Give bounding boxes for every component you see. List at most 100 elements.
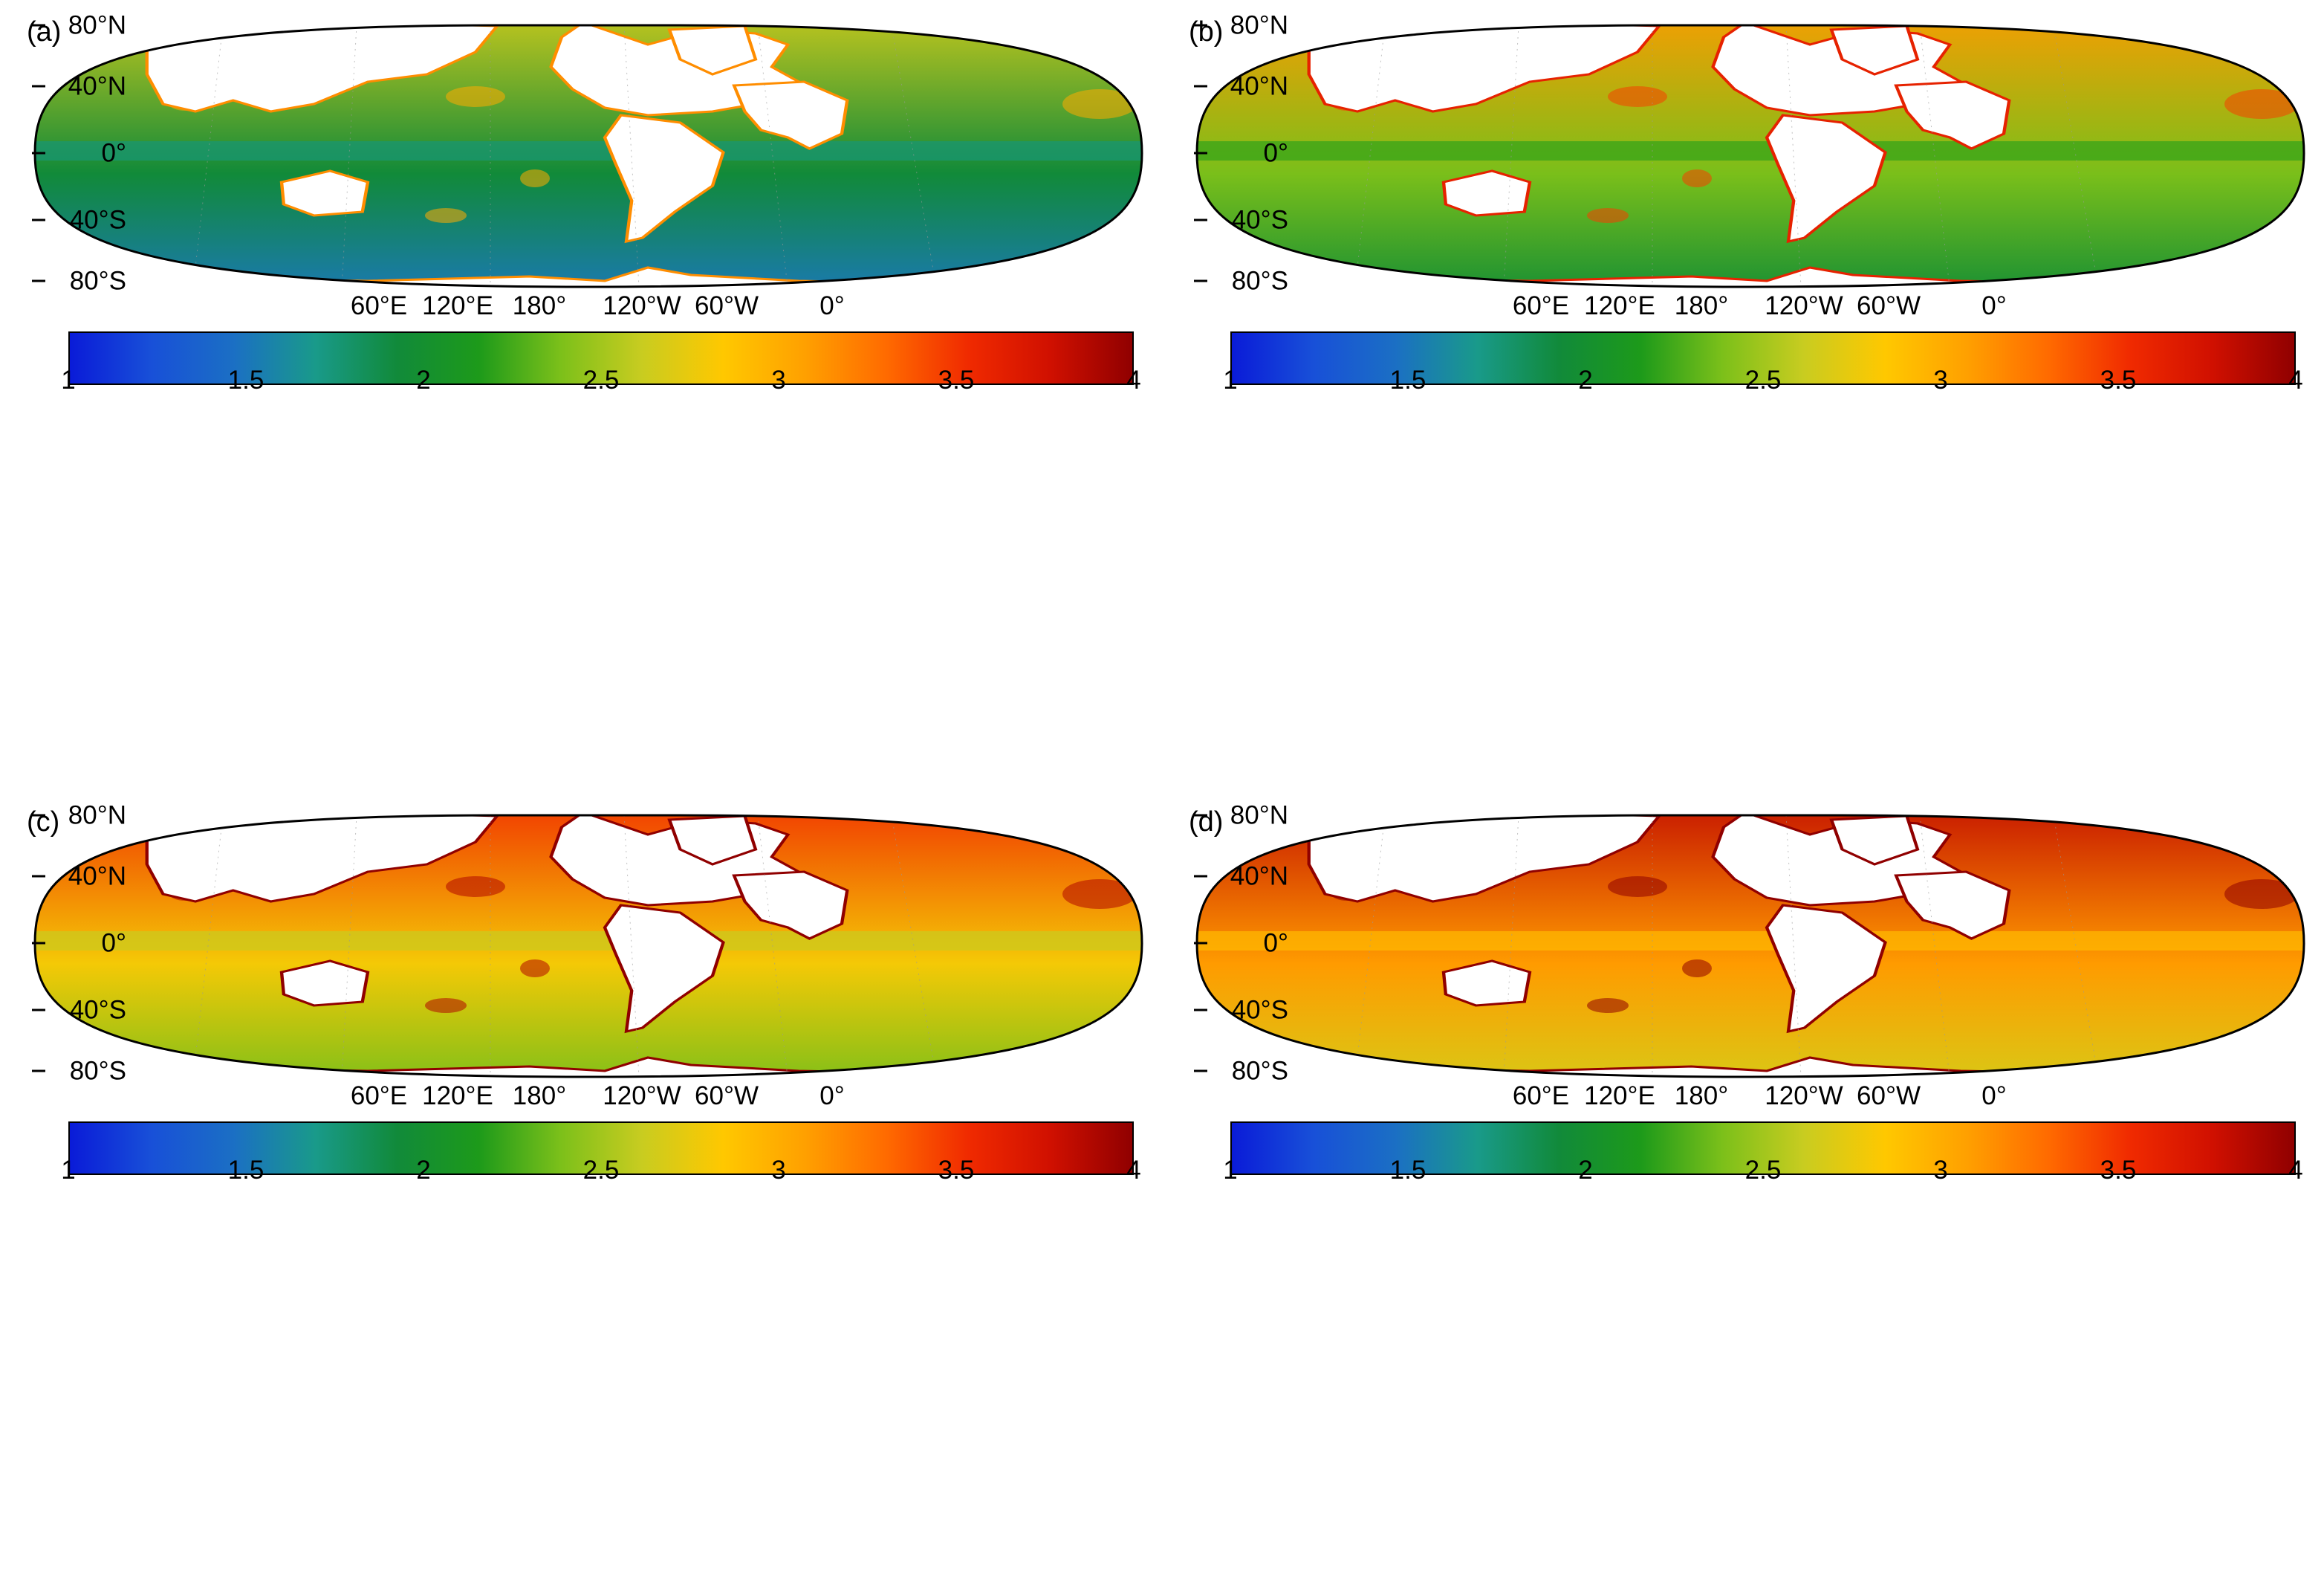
lat-label: 40°N bbox=[1230, 71, 1288, 101]
graticule-line bbox=[1503, 815, 1519, 1077]
map-boundary bbox=[33, 814, 1143, 1078]
lat-label: 80°S bbox=[1231, 266, 1288, 296]
colorbar-tick-label: 3.5 bbox=[2100, 1156, 2137, 1185]
graticule-line bbox=[1919, 25, 1950, 287]
colorbar-tick-label: 2.5 bbox=[582, 366, 620, 395]
graticule-line bbox=[623, 815, 640, 1077]
colorbar-tick-label: 1.5 bbox=[1389, 366, 1426, 395]
colorbar bbox=[1230, 1121, 2296, 1175]
panel-label: (a) bbox=[27, 16, 62, 48]
coastal-highlight bbox=[1682, 959, 1712, 977]
lon-label: 120°E bbox=[422, 291, 493, 320]
equatorial-band bbox=[34, 141, 1142, 161]
lon-label: 0° bbox=[819, 291, 845, 320]
graticule-line bbox=[757, 815, 788, 1077]
coastal-highlight bbox=[1062, 879, 1137, 909]
land-eurasia bbox=[145, 25, 500, 113]
coastal-highlight bbox=[520, 169, 550, 187]
lat-label: 40°S bbox=[69, 995, 126, 1025]
lat-label: 0° bbox=[1263, 928, 1288, 958]
lon-label: 120°W bbox=[603, 291, 681, 320]
lon-label: 0° bbox=[819, 1081, 845, 1110]
land-antarctica bbox=[152, 1056, 1123, 1077]
land-africa bbox=[732, 870, 849, 940]
colorbar-tick-label: 2.5 bbox=[1744, 1156, 1782, 1185]
coastal-highlight bbox=[1608, 876, 1667, 897]
lon-label: 120°W bbox=[1765, 1081, 1843, 1110]
colorbar-tick-label: 1 bbox=[61, 366, 76, 395]
lat-label: 40°S bbox=[1231, 995, 1288, 1025]
colorbar-tick-label: 4 bbox=[1126, 366, 1141, 395]
map-panel: (c) 80°N 40°N 0° 40°S 80°S 60°E 120°E 180° 120°W 6… bbox=[0, 790, 1162, 1580]
lat-label: 40°N bbox=[68, 71, 126, 101]
colorbar-tick-label: 3.5 bbox=[2100, 366, 2137, 395]
panel-label: (c) bbox=[27, 806, 60, 838]
coastal-highlight bbox=[1062, 89, 1137, 119]
land-eurasia bbox=[1307, 815, 1662, 903]
colorbar-tick-label: 1 bbox=[1223, 1156, 1238, 1185]
lon-label: 0° bbox=[1981, 291, 2007, 320]
map-svg bbox=[32, 24, 1143, 288]
colorbar-tick-label: 3 bbox=[771, 366, 786, 395]
graticule-line bbox=[2053, 815, 2099, 1077]
graticule-line bbox=[623, 25, 640, 287]
lon-label: 120°E bbox=[422, 1081, 493, 1110]
graticule-line bbox=[341, 25, 357, 287]
lon-label: 120°W bbox=[603, 1081, 681, 1110]
land-africa bbox=[1894, 870, 2011, 940]
colorbar bbox=[68, 1121, 1134, 1175]
colorbar-tick-label: 3 bbox=[771, 1156, 786, 1185]
map-boundary bbox=[33, 24, 1143, 288]
lat-label: 80°S bbox=[69, 1056, 126, 1086]
colorbar bbox=[1230, 331, 2296, 385]
lat-label: 40°S bbox=[1231, 205, 1288, 235]
equatorial-band bbox=[34, 931, 1142, 951]
map-panel: (b) 80°N 40°N 0° 40°S 80°S 60°E 120°E 180° 120°W 6… bbox=[1162, 0, 2324, 790]
graticule-line bbox=[757, 25, 788, 287]
coastal-highlight bbox=[1587, 998, 1629, 1013]
lon-label: 60°E bbox=[1512, 291, 1570, 320]
graticule-line bbox=[891, 815, 937, 1077]
lat-label: 0° bbox=[101, 928, 126, 958]
graticule-line bbox=[1785, 815, 1802, 1077]
graticule-line bbox=[891, 25, 937, 287]
coastal-highlight bbox=[1608, 86, 1667, 107]
graticule-line bbox=[192, 25, 224, 287]
map-svg bbox=[1194, 24, 2305, 288]
graticule-line bbox=[341, 815, 357, 1077]
colorbar-tick-label: 3 bbox=[1933, 366, 1948, 395]
ocean-field bbox=[34, 815, 1142, 1077]
land-antarctica bbox=[1314, 1056, 2285, 1077]
lon-label: 60°W bbox=[1857, 291, 1921, 320]
equatorial-band bbox=[1196, 931, 2304, 951]
graticule-line bbox=[1919, 815, 1950, 1077]
lat-label: 40°S bbox=[69, 205, 126, 235]
graticule-line bbox=[1785, 25, 1802, 287]
lon-label: 60°E bbox=[350, 1081, 408, 1110]
lon-label: 60°W bbox=[1857, 1081, 1921, 1110]
ocean-field bbox=[1196, 25, 2304, 287]
lon-label: 60°E bbox=[1512, 1081, 1570, 1110]
colorbar-tick-label: 4 bbox=[2288, 366, 2303, 395]
colorbar-tick-label: 1.5 bbox=[227, 366, 264, 395]
lat-label: 80°N bbox=[1230, 800, 1288, 830]
colorbar-tick-label: 1 bbox=[1223, 366, 1238, 395]
lat-label: 80°S bbox=[69, 266, 126, 296]
land-africa bbox=[732, 80, 849, 150]
lon-label: 180° bbox=[512, 291, 567, 320]
lat-label: 80°N bbox=[68, 10, 126, 40]
equatorial-band bbox=[1196, 141, 2304, 161]
map-panel: (d) 80°N 40°N 0° 40°S 80°S 60°E 120°E 180° 120°W 6… bbox=[1162, 790, 2324, 1580]
colorbar-tick-label: 1.5 bbox=[227, 1156, 264, 1185]
land-eurasia bbox=[145, 815, 500, 903]
lat-label: 80°S bbox=[1231, 1056, 1288, 1086]
panel-label: (d) bbox=[1189, 806, 1224, 838]
land-antarctica bbox=[152, 266, 1123, 287]
lon-label: 60°W bbox=[695, 1081, 759, 1110]
coastal-highlight bbox=[446, 876, 505, 897]
lat-label: 0° bbox=[1263, 138, 1288, 168]
land-antarctica bbox=[1314, 266, 2285, 287]
colorbar-tick-label: 2 bbox=[416, 366, 431, 395]
lat-label: 0° bbox=[101, 138, 126, 168]
colorbar-tick-label: 1 bbox=[61, 1156, 76, 1185]
